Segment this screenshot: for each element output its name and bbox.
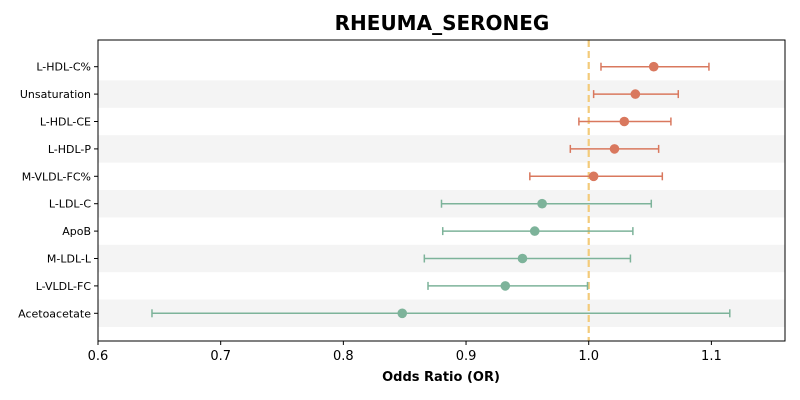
y-tick-label: L-VLDL-FC — [36, 280, 92, 293]
x-tick-label: 0.8 — [333, 349, 354, 364]
estimate-point — [630, 89, 641, 99]
plot-border — [97, 39, 786, 342]
y-tick-label: L-HDL-P — [48, 143, 92, 156]
x-tick-label: 0.9 — [456, 349, 477, 364]
y-axis: L-HDL-C% Unsaturation L-HDL-CE L-HDL-P M-VLD… — [18, 61, 98, 320]
estimate-point — [537, 198, 547, 209]
plot-frame — [97, 39, 786, 342]
x-tick-label: 0.6 — [88, 349, 109, 364]
y-tick-label: ApoB — [62, 225, 91, 238]
x-axis: 0.6 0.7 0.8 0.9 1.0 1.1 — [88, 341, 722, 364]
estimate-point — [517, 253, 528, 264]
row-band — [98, 80, 785, 108]
y-tick-label: Acetoacetate — [18, 307, 91, 320]
estimates-group — [151, 61, 731, 319]
estimate-point — [529, 226, 540, 236]
y-tick-label: M-LDL-L — [47, 253, 92, 266]
estimate-point — [500, 281, 511, 291]
x-tick-label: 1.1 — [701, 349, 722, 364]
estimate-point — [397, 308, 408, 319]
estimate-point — [619, 116, 630, 127]
y-tick-label: M-VLDL-FC% — [22, 170, 91, 183]
estimate-point — [609, 144, 620, 154]
y-tick-label: L-LDL-C — [49, 198, 91, 211]
chart-title: RHEUMA_SERONEG — [335, 11, 550, 35]
x-tick-label: 0.7 — [210, 349, 231, 364]
x-axis-label: Odds Ratio (OR) — [382, 370, 500, 385]
estimate-point — [648, 61, 659, 72]
row-band — [98, 135, 785, 163]
estimate-point — [588, 171, 599, 182]
y-tick-label: L-HDL-CE — [40, 116, 91, 129]
y-tick-label: Unsaturation — [20, 88, 91, 101]
y-tick-label: L-HDL-C% — [36, 61, 91, 74]
x-tick-label: 1.0 — [578, 349, 599, 364]
